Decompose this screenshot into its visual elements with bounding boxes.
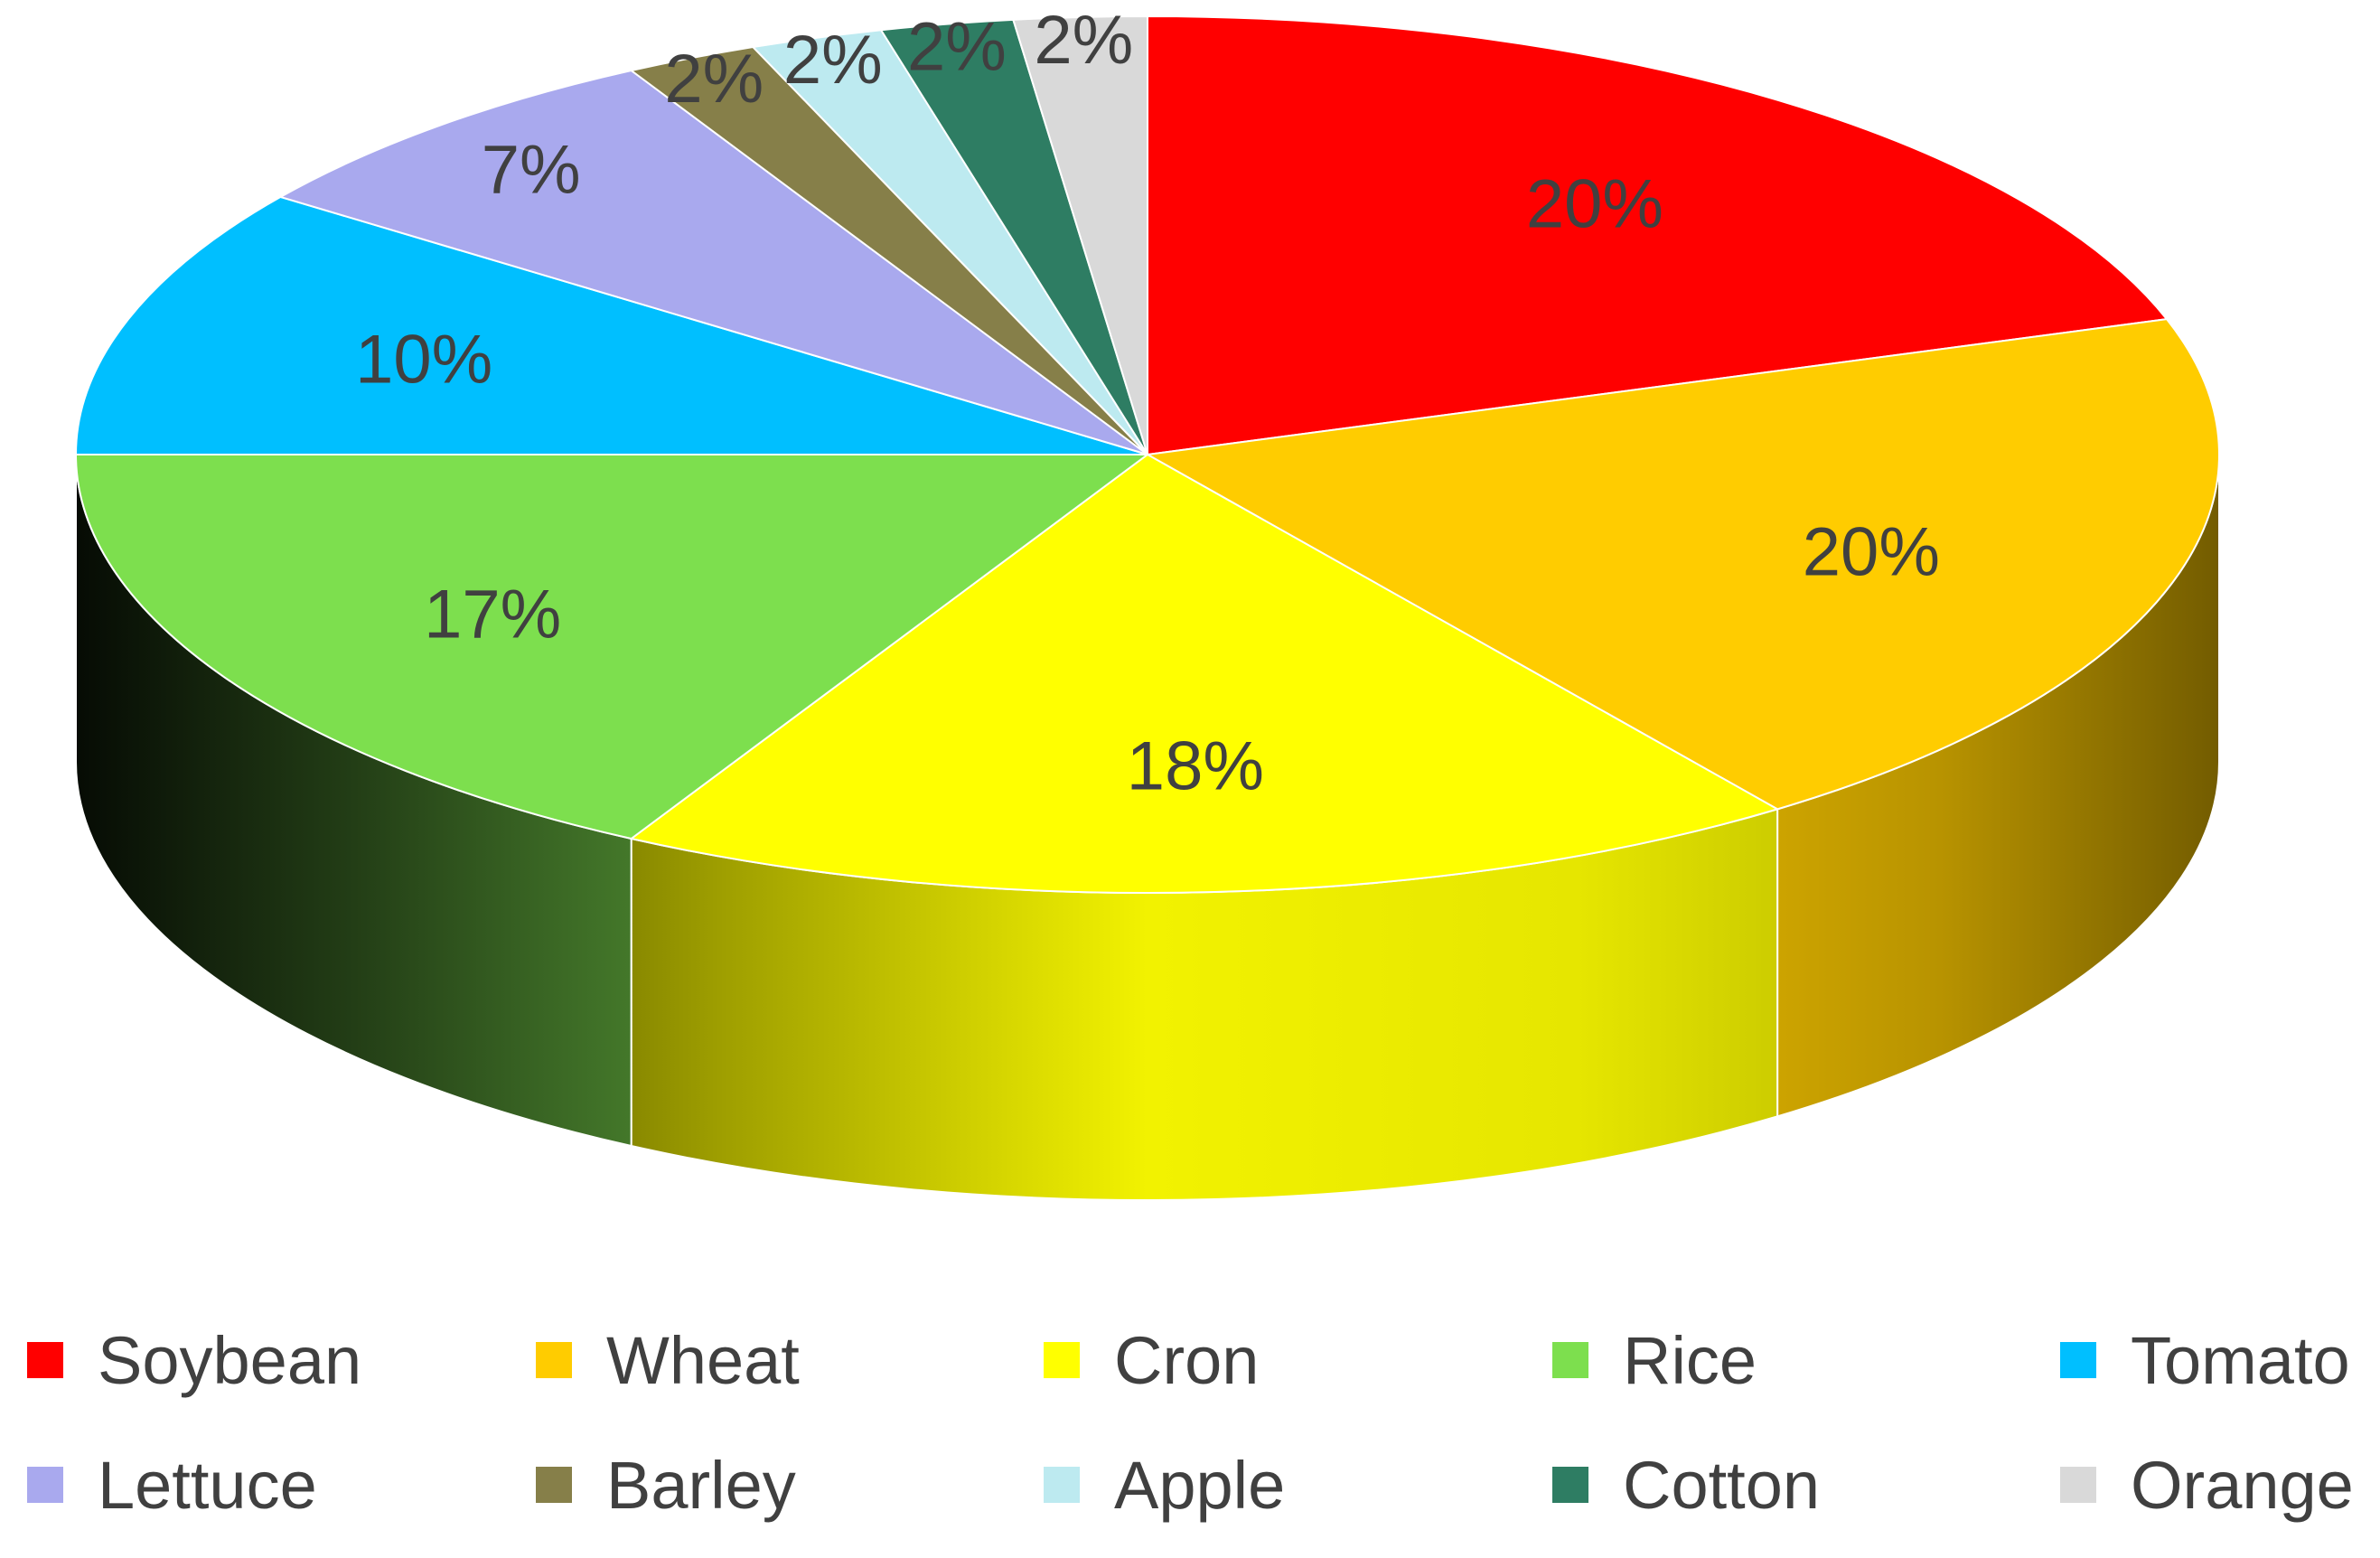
legend-swatch [536, 1342, 572, 1378]
pie-side-layer [75, 454, 2220, 1201]
legend-label: Barley [606, 1447, 796, 1523]
legend-item-cotton: Cotton [1552, 1440, 1820, 1530]
data-label-lettuce: 7% [482, 131, 581, 208]
legend-item-lettuce: Lettuce [27, 1440, 317, 1530]
legend-item-barley: Barley [536, 1440, 796, 1530]
legend-item-apple: Apple [1044, 1440, 1285, 1530]
data-label-barley: 2% [664, 41, 764, 117]
legend-item-orange: Orange [2060, 1440, 2354, 1530]
data-label-rice: 17% [424, 576, 561, 652]
legend-item-soybean: Soybean [27, 1315, 361, 1405]
legend-item-rice: Rice [1552, 1315, 1757, 1405]
data-label-apple: 2% [783, 22, 883, 99]
legend-label: Lettuce [98, 1447, 317, 1523]
legend-label: Rice [1623, 1322, 1757, 1398]
data-label-orange: 2% [1034, 2, 1133, 79]
legend-label: Cotton [1623, 1447, 1821, 1523]
legend-item-wheat: Wheat [536, 1315, 800, 1405]
pie-label-layer: 20%20%18%17%10%7%2% 2% 2% 2% [355, 2, 1940, 805]
pie-slice-wheat [1144, 318, 2220, 811]
legend-swatch [27, 1342, 63, 1378]
data-label-tomato: 10% [355, 322, 492, 399]
pie-slice-lettuce [277, 69, 1148, 455]
legend-label: Tomato [2131, 1322, 2350, 1398]
legend-label: Apple [1114, 1447, 1286, 1523]
data-label-soybean: 20% [1526, 165, 1663, 242]
legend-swatch [1044, 1467, 1080, 1503]
data-label-cron: 18% [1127, 728, 1264, 805]
legend-swatch [27, 1467, 63, 1503]
legend-row: Lettuce Barley Apple Cotton Orange [0, 1440, 2380, 1530]
data-label-cotton: 2% [907, 8, 1007, 85]
legend-item-tomato: Tomato [2060, 1315, 2350, 1405]
legend-label: Wheat [606, 1322, 800, 1398]
legend-swatch [536, 1467, 572, 1503]
legend-label: Soybean [98, 1322, 362, 1398]
data-label-wheat: 20% [1803, 513, 1940, 590]
legend-swatch [1552, 1467, 1588, 1503]
pie-slice-cron [629, 453, 1780, 894]
legend-swatch [1044, 1342, 1080, 1378]
legend-label: Orange [2131, 1447, 2354, 1523]
legend-row: Soybean Wheat Cron Rice Tomato [0, 1315, 2380, 1405]
pie-slice-tomato [74, 195, 1148, 455]
legend-swatch [2060, 1342, 2096, 1378]
chart-legend: Soybean Wheat Cron Rice Tomato Lettuce B… [0, 1315, 2380, 1550]
legend-item-cron: Cron [1044, 1315, 1259, 1405]
legend-swatch [1552, 1342, 1588, 1378]
pie-slice-rice [74, 454, 1151, 840]
pie-slice-soybean [1147, 14, 2169, 456]
legend-label: Cron [1114, 1322, 1260, 1398]
pie-top-layer [74, 14, 2220, 894]
pie-slice-orange [1012, 14, 1148, 455]
legend-swatch [2060, 1467, 2096, 1503]
